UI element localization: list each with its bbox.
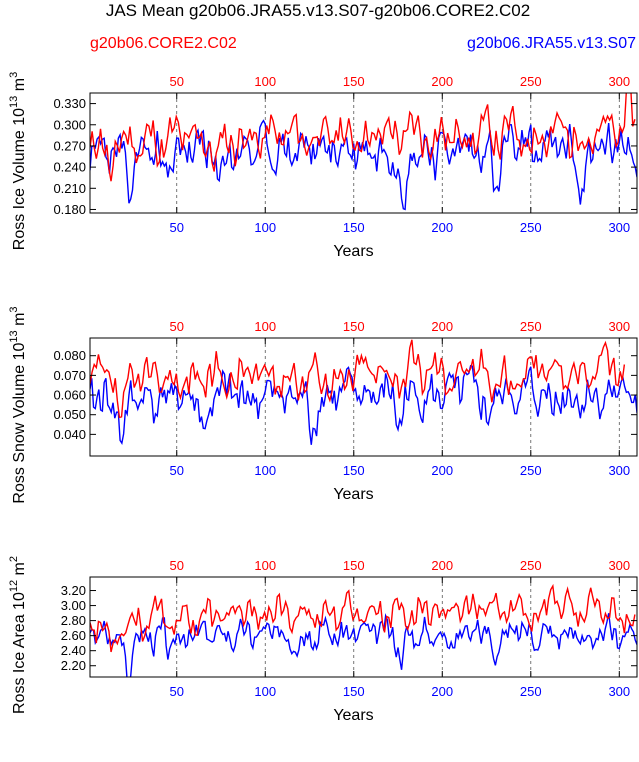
top-x-tick-label: 50 <box>170 319 184 334</box>
y-axis-label-exp: 13 <box>8 330 20 342</box>
y-axis-label-text: Ross Ice Area 10 <box>11 592 28 714</box>
bottom-x-tick-label: 50 <box>170 220 184 235</box>
y-tick-label: 0.300 <box>53 117 86 132</box>
y-axis-label-exp: 13 <box>8 96 20 108</box>
y-axis-label: Ross Ice Area 1012 m2 <box>8 556 28 714</box>
bottom-x-tick-label: 250 <box>520 684 542 699</box>
x-axis-label: Years <box>333 707 373 724</box>
plot-frame <box>89 337 638 457</box>
y-tick-label: 0.210 <box>53 181 86 196</box>
bottom-x-tick-label: 50 <box>170 463 184 478</box>
top-x-tick-label: 300 <box>608 74 630 89</box>
y-tick-label: 0.050 <box>53 407 86 422</box>
series-line-core2 <box>90 583 636 653</box>
y-tick-label: 2.80 <box>61 613 86 628</box>
y-tick-label: 0.070 <box>53 368 86 383</box>
y-axis-label: Ross Snow Volume 1013 m3 <box>8 306 28 503</box>
y-axis-label-unit-exp: 2 <box>8 556 20 562</box>
plot-frame <box>89 576 638 678</box>
x-axis-label: Years <box>333 486 373 503</box>
top-x-tick-label: 200 <box>431 558 453 573</box>
y-axis-label-unit-exp: 3 <box>8 306 20 312</box>
bottom-x-tick-label: 150 <box>343 684 365 699</box>
legend-jra55: g20b06.JRA55.v13.S07 <box>467 35 636 52</box>
panel-0: 0.180 0.210 0.240 0.270 0.300 0.330 50 100 150 20… <box>8 72 638 260</box>
series-line-jra55 <box>90 364 637 446</box>
panel-1: 0.040 0.050 0.060 0.070 0.080 50 100 150 200 250 3… <box>8 306 638 504</box>
top-x-tick-label: 300 <box>608 319 630 334</box>
bottom-x-tick-label: 200 <box>431 684 453 699</box>
top-x-tick-label: 150 <box>343 74 365 89</box>
y-axis-label-text: Ross Snow Volume 10 <box>11 342 28 503</box>
bottom-x-tick-label: 100 <box>254 684 276 699</box>
top-x-tick-label: 250 <box>520 558 542 573</box>
y-axis-label-unit: m <box>11 78 28 96</box>
top-x-tick-label: 150 <box>343 558 365 573</box>
top-x-tick-label: 200 <box>431 74 453 89</box>
y-tick-label: 3.20 <box>61 583 86 598</box>
bottom-x-tick-label: 250 <box>520 463 542 478</box>
y-tick-label: 2.40 <box>61 643 86 658</box>
y-tick-label: 3.00 <box>61 598 86 613</box>
y-axis-label-text: Ross Ice Volume 10 <box>11 108 28 250</box>
top-x-tick-label: 100 <box>254 558 276 573</box>
y-axis-label-unit-exp: 3 <box>8 72 20 78</box>
y-tick-label: 0.240 <box>53 160 86 175</box>
y-axis-label: Ross Ice Volume 1013 m3 <box>8 72 28 250</box>
series-line-core2 <box>90 93 636 182</box>
y-tick-label: 0.060 <box>53 388 86 403</box>
bottom-x-tick-label: 100 <box>254 220 276 235</box>
top-x-tick-label: 200 <box>431 319 453 334</box>
bottom-x-tick-label: 300 <box>608 220 630 235</box>
bottom-x-tick-label: 250 <box>520 220 542 235</box>
y-axis-label-unit: m <box>11 313 28 331</box>
top-x-tick-label: 250 <box>520 319 542 334</box>
y-tick-label: 2.60 <box>61 628 86 643</box>
series-line-core2 <box>90 339 626 419</box>
x-axis-label: Years <box>333 243 373 260</box>
bottom-x-tick-label: 100 <box>254 463 276 478</box>
top-x-tick-label: 50 <box>170 74 184 89</box>
y-tick-label: 0.270 <box>53 138 86 153</box>
bottom-x-tick-label: 150 <box>343 220 365 235</box>
series-line-jra55 <box>90 119 637 211</box>
y-tick-label: 0.180 <box>53 202 86 217</box>
series-line-jra55 <box>90 613 637 677</box>
top-x-tick-label: 250 <box>520 74 542 89</box>
legend-core2: g20b06.CORE2.C02 <box>90 35 237 52</box>
y-tick-label: 0.080 <box>53 348 86 363</box>
bottom-x-tick-label: 50 <box>170 684 184 699</box>
y-axis-label-exp: 12 <box>8 580 20 592</box>
bottom-x-tick-label: 150 <box>343 463 365 478</box>
top-x-tick-label: 150 <box>343 319 365 334</box>
top-x-tick-label: 50 <box>170 558 184 573</box>
bottom-x-tick-label: 300 <box>608 684 630 699</box>
figure-title: JAS Mean g20b06.JRA55.v13.S07-g20b06.COR… <box>106 1 530 20</box>
top-x-tick-label: 100 <box>254 74 276 89</box>
top-x-tick-label: 100 <box>254 319 276 334</box>
bottom-x-tick-label: 200 <box>431 463 453 478</box>
y-axis-label-unit: m <box>11 562 28 580</box>
bottom-x-tick-label: 200 <box>431 220 453 235</box>
y-tick-label: 2.20 <box>61 658 86 673</box>
plot-frame <box>89 92 638 214</box>
y-tick-label: 0.330 <box>53 96 86 111</box>
y-tick-label: 0.040 <box>53 427 86 442</box>
bottom-x-tick-label: 300 <box>608 463 630 478</box>
top-x-tick-label: 300 <box>608 558 630 573</box>
